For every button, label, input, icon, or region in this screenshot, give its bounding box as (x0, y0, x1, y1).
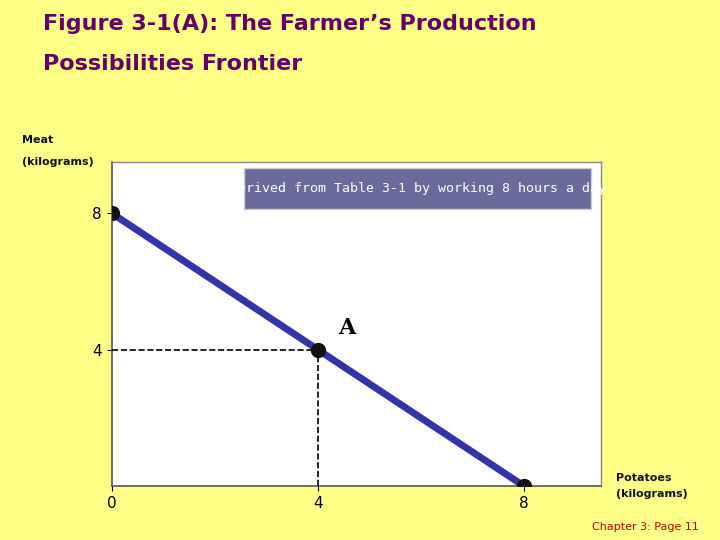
Text: (kilograms): (kilograms) (22, 157, 94, 167)
Text: (kilograms): (kilograms) (616, 489, 688, 499)
Text: Derived from Table 3-1 by working 8 hours a day: Derived from Table 3-1 by working 8 hour… (230, 182, 606, 195)
Point (106, 209, 117, 218)
Text: A: A (338, 317, 356, 339)
Text: Meat: Meat (22, 136, 53, 145)
Text: Chapter 3: Page 11: Chapter 3: Page 11 (592, 522, 698, 532)
Point (312, 345, 323, 354)
Point (518, 482, 530, 490)
Text: Figure 3-1(A): The Farmer’s Production: Figure 3-1(A): The Farmer’s Production (43, 14, 537, 33)
Text: Potatoes: Potatoes (616, 473, 671, 483)
Text: Possibilities Frontier: Possibilities Frontier (43, 54, 302, 74)
FancyBboxPatch shape (244, 168, 591, 209)
